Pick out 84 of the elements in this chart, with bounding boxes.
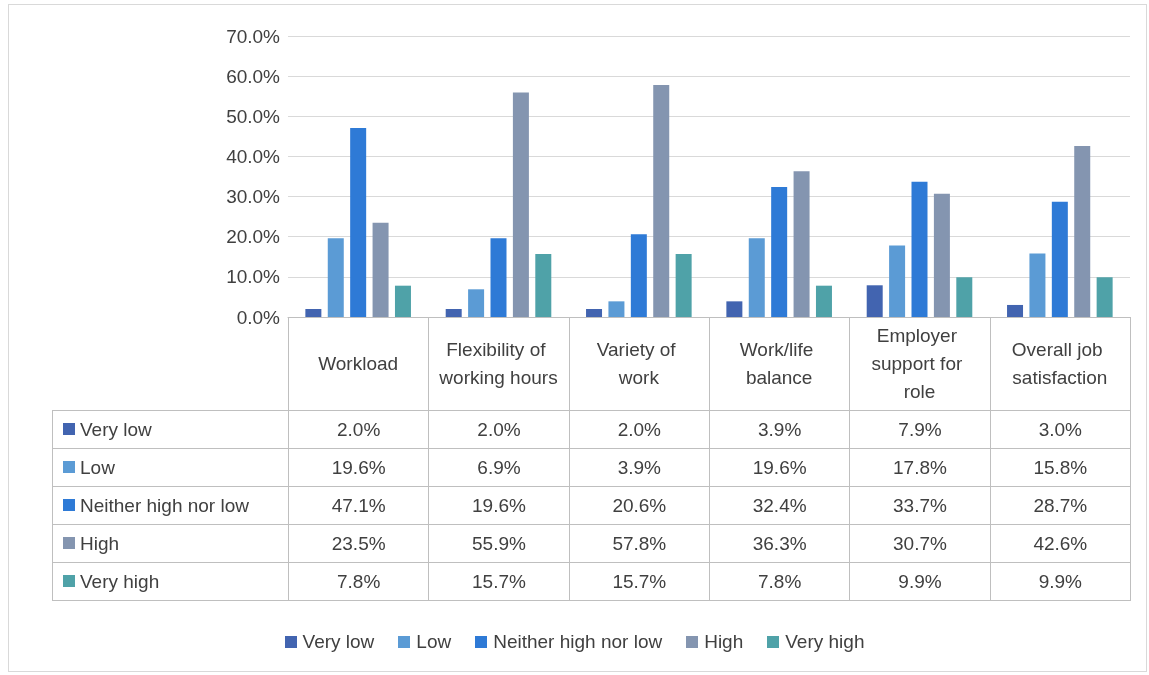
bar [1096, 277, 1113, 317]
bar [889, 245, 906, 317]
bar [815, 285, 832, 317]
data-label: 28.7% [989, 486, 1131, 525]
legend-label: Low [80, 456, 116, 478]
text: Neither high nor low [493, 631, 663, 652]
data-label: 33.7% [849, 486, 991, 525]
bar [305, 308, 322, 317]
bar [327, 238, 344, 317]
bar [793, 171, 810, 317]
x-tick-label: Work/life balance [739, 339, 819, 388]
bar [586, 308, 603, 317]
bar [1029, 253, 1046, 317]
bar [608, 301, 625, 317]
bar [490, 238, 507, 317]
bar [1074, 145, 1091, 317]
bar [630, 234, 647, 317]
bar [726, 301, 743, 317]
data-label: 7.8% [288, 562, 430, 601]
data-label: 55.9% [428, 524, 570, 563]
data-label: 19.6% [709, 448, 851, 487]
legend-label: Neither high nor low [80, 494, 250, 516]
data-label: 17.8% [849, 448, 991, 487]
data-label: 3.0% [989, 410, 1131, 449]
data-label: 6.9% [428, 448, 570, 487]
y-tick-label: 40.0% [226, 145, 281, 167]
bar [535, 253, 552, 317]
legend-label: High [704, 631, 744, 653]
data-label: 9.9% [989, 562, 1131, 601]
legend-label: Very low [80, 418, 153, 440]
y-tick-label: 50.0% [226, 105, 281, 127]
bar [1051, 201, 1068, 317]
data-label: 2.0% [568, 410, 710, 449]
y-tick-label: 60.0% [226, 65, 281, 87]
text: Very high [80, 570, 160, 592]
x-tick-label: Variety of work [596, 339, 681, 388]
x-tick-label: Flexibility of working hours [438, 339, 558, 388]
bar [653, 84, 670, 317]
bar [675, 253, 692, 317]
data-label: 15.8% [989, 448, 1131, 487]
bar [1007, 304, 1024, 317]
x-tick-label: Overall job satisfaction [1011, 339, 1108, 388]
bar [866, 285, 883, 317]
data-label: 57.8% [568, 524, 710, 563]
legend-label: Very high [785, 631, 865, 653]
bar [350, 127, 367, 317]
bar [512, 92, 529, 317]
data-label: 7.9% [849, 410, 991, 449]
x-tick-label: Employer support for role [871, 325, 968, 402]
y-tick-label: 20.0% [226, 226, 281, 248]
bar [911, 181, 928, 317]
y-tick-label: 0.0% [236, 306, 281, 328]
bar [933, 193, 950, 317]
bar [748, 238, 765, 317]
data-label: 30.7% [849, 524, 991, 563]
data-label: 9.9% [849, 562, 991, 601]
text: Very low [302, 631, 375, 652]
data-label: 2.0% [288, 410, 430, 449]
data-label: 7.8% [709, 562, 851, 601]
data-label: 15.7% [568, 562, 710, 601]
data-label: 3.9% [709, 410, 851, 449]
data-label: 3.9% [568, 448, 710, 487]
bar [445, 308, 462, 317]
data-label: 15.7% [428, 562, 570, 601]
data-label: 19.6% [288, 448, 430, 487]
data-label: 23.5% [288, 524, 430, 563]
data-label: 19.6% [428, 486, 570, 525]
text: Low [416, 631, 452, 652]
text: High [80, 532, 120, 554]
bar [771, 186, 788, 317]
data-label: 47.1% [288, 486, 430, 525]
data-label: 2.0% [428, 410, 570, 449]
data-label: 36.3% [709, 524, 851, 563]
x-tick-label: Workload [318, 353, 399, 374]
bar [468, 289, 485, 317]
bar [372, 222, 389, 317]
bar [394, 285, 411, 317]
data-label: 32.4% [709, 486, 851, 525]
y-tick-label: 30.0% [226, 186, 281, 208]
data-label: 20.6% [568, 486, 710, 525]
data-label: 42.6% [989, 524, 1131, 563]
y-tick-label: 10.0% [226, 266, 281, 288]
y-tick-label: 70.0% [226, 25, 281, 47]
bar [956, 277, 973, 317]
